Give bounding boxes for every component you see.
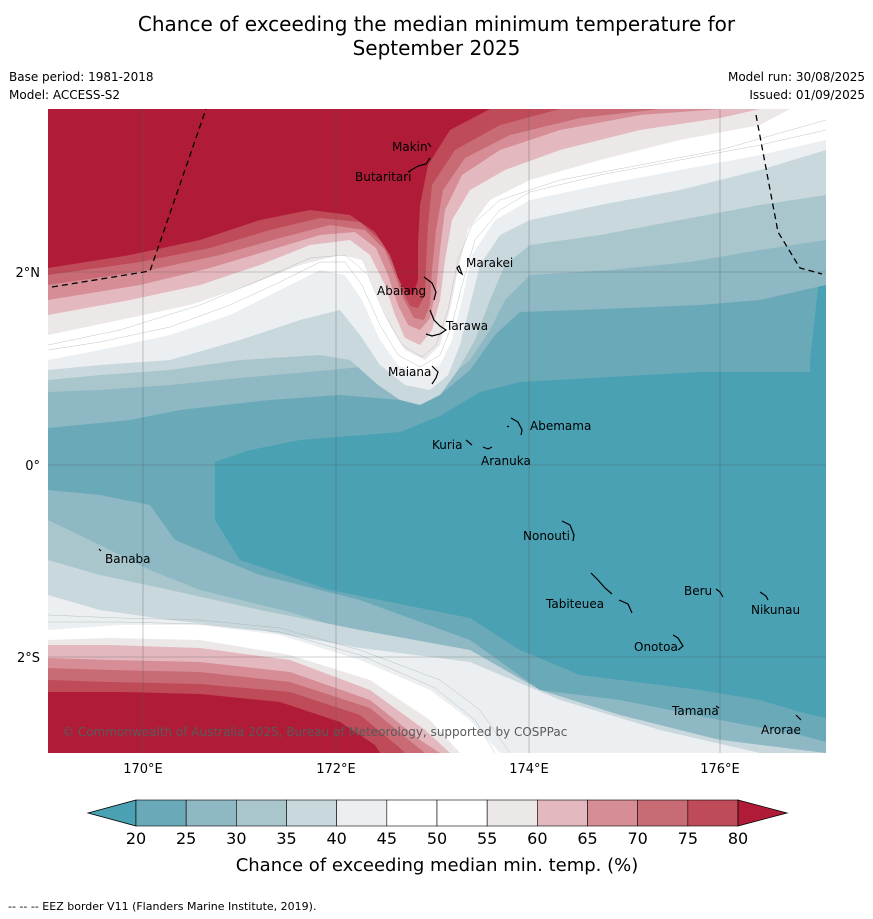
colorbar-swatch: [637, 799, 689, 827]
probability-fill: [48, 109, 826, 753]
model-name: Model: ACCESS-S2: [9, 88, 121, 102]
colorbar-tick-label: 75: [678, 829, 698, 848]
colorbar-swatch: [386, 799, 438, 827]
eez-footnote: -- -- -- EEZ border V11 (Flanders Marine…: [8, 900, 317, 913]
eez-border: [51, 108, 823, 288]
colorbar-swatch: [135, 799, 187, 827]
colorbar-swatch: [286, 799, 337, 827]
lon-label: 174°E: [509, 762, 549, 777]
colorbar-title: Chance of exceeding median min. temp. (%…: [236, 855, 639, 876]
lat-label: 2°S: [17, 651, 40, 666]
place-label: Tabiteuea: [545, 597, 604, 611]
colorbar-tick-label: 65: [577, 829, 597, 848]
island-outlines: [98, 142, 802, 721]
colorbar-swatch: [436, 799, 488, 827]
place-label: Abemama: [530, 419, 591, 433]
graticule: [48, 109, 826, 753]
place-label: Beru: [684, 584, 712, 598]
colorbar-tick-label: 50: [427, 829, 447, 848]
title-line-1: Chance of exceeding the median minimum t…: [137, 12, 736, 36]
colorbar-tick-label: 30: [226, 829, 246, 848]
place-label: Marakei: [466, 256, 513, 270]
colorbar-swatch: [537, 799, 588, 827]
place-label: Arorae: [761, 723, 801, 737]
axis-labels: 2°N 0° 2°S 170°E 172°E 174°E 176°E: [16, 266, 740, 777]
issued-date: Issued: 01/09/2025: [749, 88, 865, 102]
colorbar-tick-label: 70: [627, 829, 647, 848]
colorbar-swatch: [486, 799, 538, 827]
base-period: Base period: 1981-2018: [9, 70, 154, 84]
colorbar-tick-label: 35: [276, 829, 296, 848]
colorbar-tick-label: 40: [326, 829, 346, 848]
lat-label: 2°N: [16, 266, 41, 281]
place-label: Nonouti: [523, 529, 570, 543]
place-label: Aranuka: [481, 454, 531, 468]
lon-label: 170°E: [123, 762, 163, 777]
lon-label: 176°E: [700, 762, 740, 777]
colorbar-tick-label: 55: [477, 829, 497, 848]
place-label: Makin: [392, 140, 428, 154]
lon-label: 172°E: [316, 762, 356, 777]
place-label: Tarawa: [445, 319, 488, 333]
copyright-notice: © Commonwealth of Australia 2025, Bureau…: [62, 725, 567, 739]
colorbar-tick-label: 25: [176, 829, 196, 848]
place-label: Onotoa: [634, 640, 678, 654]
colorbar-swatch: [185, 799, 237, 827]
colorbar: 20 25 30 35 40 45 50 55 60 65 70 75 80 Chance of exc…: [86, 799, 789, 876]
place-label: Butaritari: [355, 170, 412, 184]
place-label: Maiana: [388, 365, 431, 379]
colorbar-under-arrow: [86, 799, 137, 827]
colorbar-tick-label: 45: [377, 829, 397, 848]
place-label: Tamana: [671, 704, 719, 718]
colorbar-swatch: [687, 799, 739, 827]
colorbar-tick-label: 20: [126, 829, 146, 848]
lat-label: 0°: [25, 459, 40, 474]
chart-title: Chance of exceeding the median minimum t…: [0, 12, 873, 60]
place-label: Nikunau: [751, 603, 800, 617]
place-label: Kuria: [432, 438, 463, 452]
colorbar-tick-label: 60: [527, 829, 547, 848]
place-label: Banaba: [105, 552, 151, 566]
title-line-2: September 2025: [352, 36, 521, 60]
colorbar-swatch: [236, 799, 287, 827]
colorbar-swatch: [336, 799, 388, 827]
colorbar-tick-label: 80: [728, 829, 748, 848]
place-labels: Makin Butaritari Marakei Abaiang Tarawa …: [105, 140, 801, 737]
model-run: Model run: 30/08/2025: [727, 70, 865, 84]
colorbar-swatch: [587, 799, 638, 827]
colorbar-over-arrow: [737, 799, 789, 827]
place-label: Abaiang: [377, 284, 426, 298]
